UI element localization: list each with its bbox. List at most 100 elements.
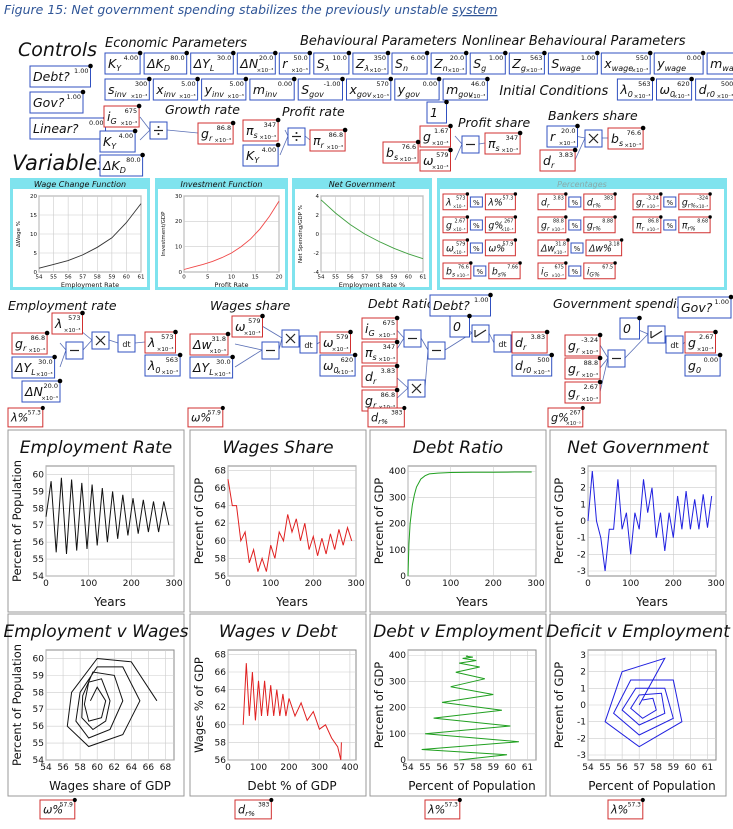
- node-symbol: ΔY: [193, 56, 212, 71]
- node-box: [29, 91, 84, 114]
- x-tick-label: 54: [318, 275, 325, 281]
- node-scale: ×10⁻³: [453, 250, 466, 255]
- x-tick-label: 66: [143, 763, 155, 773]
- plot-title: Wages Share: [222, 438, 333, 458]
- node-label: 1: [430, 105, 438, 120]
- node-symbol: ω: [446, 243, 454, 254]
- node-box: [11, 356, 56, 379]
- percent-op-label: %: [571, 222, 578, 230]
- node-box: [546, 125, 578, 148]
- node-label: minv: [253, 82, 277, 99]
- node-symbol: Δw: [540, 243, 555, 254]
- node-label: ΔKD: [102, 158, 126, 175]
- percent-op: [469, 219, 483, 231]
- node-box: [189, 356, 234, 379]
- node-scale: ×10⁻³: [28, 347, 45, 354]
- node-value: 86.8: [217, 124, 231, 132]
- node-box: [104, 52, 141, 75]
- node-scale: ×10⁻³: [432, 140, 449, 147]
- node-box: [678, 216, 711, 234]
- node-label: πs: [365, 345, 377, 362]
- x-tick-label: 100: [622, 579, 639, 589]
- node-symbol: π: [246, 123, 254, 138]
- y-axis-label: Percent of GDP: [192, 478, 206, 564]
- node-symbol: g: [15, 336, 23, 351]
- node-value: 4.00: [119, 132, 133, 140]
- x-tick-label: 56: [436, 763, 448, 773]
- node-subscript: s: [496, 144, 500, 153]
- node-symbol: b: [611, 131, 619, 146]
- node-symbol: S: [317, 56, 325, 71]
- group-title: Profit rate: [282, 104, 345, 119]
- node-scale: ×10⁻³: [551, 273, 564, 278]
- node-symbol: λ: [147, 358, 155, 373]
- node-label: dr: [365, 369, 377, 386]
- x-axis-label: Years: [275, 595, 308, 609]
- integral-label: dt: [304, 341, 312, 350]
- node-box: [619, 317, 640, 340]
- node-handle: [72, 797, 77, 803]
- node-box: [607, 127, 644, 150]
- node-label: iG%: [587, 266, 600, 278]
- x-tick-label: 55: [50, 275, 57, 281]
- node-box: [695, 78, 733, 101]
- x-tick-label: 54: [36, 275, 43, 281]
- node-box: [678, 193, 711, 211]
- node-box: [484, 216, 516, 234]
- node-symbol: g: [688, 358, 696, 373]
- node-label: λ%: [487, 197, 503, 208]
- node-handle: [44, 330, 50, 336]
- node-label: r: [282, 56, 288, 71]
- node-symbol: g: [568, 361, 576, 376]
- x-tick-label: 0: [225, 763, 231, 773]
- node-value: 20.0: [44, 382, 58, 390]
- node-handle: [243, 76, 249, 82]
- node-scale: ×10⁻³: [36, 371, 53, 378]
- node-scale: ×10⁻³: [581, 372, 598, 379]
- node-box: [442, 193, 468, 211]
- node-box: [29, 65, 91, 88]
- node-scale: ×10⁻³: [378, 332, 395, 339]
- node-box: [361, 365, 398, 388]
- y-tick-label: 60: [33, 470, 45, 480]
- node-symbol: d: [371, 412, 379, 425]
- node-label: gr: [15, 336, 27, 353]
- node-box: [537, 193, 567, 211]
- node-box: [484, 239, 516, 257]
- series-line: [227, 479, 353, 572]
- node-symbol: ω: [235, 319, 245, 334]
- caption-link[interactable]: system: [452, 2, 497, 17]
- node-symbol: d: [543, 153, 551, 168]
- node-handle: [708, 192, 712, 196]
- node-label: Gov?: [681, 300, 713, 315]
- node-subscript: r%: [593, 226, 601, 233]
- node-symbol: g: [446, 220, 452, 231]
- node-symbol: Linear?: [33, 121, 79, 136]
- node-handle: [640, 797, 645, 803]
- node-label: Swage: [551, 56, 580, 73]
- node-box: [144, 354, 181, 377]
- y-tick-label: 54: [33, 572, 45, 582]
- node-label: ω%: [488, 243, 505, 254]
- plot-title: Debt v Employment: [373, 622, 544, 642]
- node-symbol: λ%: [427, 804, 445, 817]
- node-scale: ×10⁻³: [378, 356, 395, 363]
- node-box: [394, 78, 440, 101]
- node-box: [442, 78, 488, 101]
- node-label: dr%: [371, 412, 388, 427]
- node-value: 76.6: [402, 143, 416, 151]
- node-handle: [80, 310, 85, 316]
- node-box: [313, 52, 350, 75]
- wire: [234, 343, 263, 351]
- node-value: 57.9: [503, 241, 514, 247]
- node-scale: ×10⁻³: [581, 349, 598, 356]
- series-line: [38, 203, 142, 269]
- wire: [599, 357, 609, 393]
- x-axis-label: Years: [635, 595, 668, 609]
- node-scale: ×10⁻³: [624, 142, 641, 149]
- node-scale: ×10⁻³: [697, 346, 714, 353]
- node-handle: [394, 339, 400, 345]
- node-label: xwage: [603, 56, 633, 73]
- y-tick-label: 56: [33, 538, 45, 548]
- node-symbol: b: [492, 266, 498, 277]
